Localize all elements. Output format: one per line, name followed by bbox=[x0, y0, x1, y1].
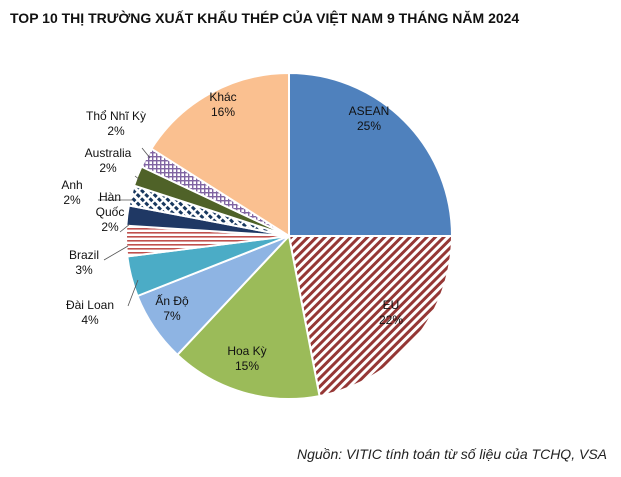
leader-line-han-quoc bbox=[119, 223, 131, 233]
slice-hoa-ky bbox=[176, 233, 321, 400]
leader-line-brazil bbox=[103, 245, 129, 261]
slice-label-tho-nhi-ky: Thổ Nhĩ Kỳ 2% bbox=[86, 109, 146, 138]
leader-line-tho-nhi-ky bbox=[141, 147, 151, 159]
slice-label-australia: Australia 2% bbox=[85, 146, 132, 175]
leader-line-australia bbox=[134, 175, 141, 181]
slice-label-khac: Khác 16% bbox=[209, 90, 236, 119]
source-note: Nguồn: VITIC tính toán từ số liệu của TC… bbox=[296, 446, 607, 462]
slice-label-han-quoc: Hàn Quốc 2% bbox=[96, 190, 125, 234]
slice-khac bbox=[149, 71, 290, 238]
slice-label-anh: Anh 2% bbox=[61, 178, 82, 207]
slice-label-dai-loan: Đài Loan 4% bbox=[66, 298, 114, 327]
slice-eu bbox=[287, 235, 454, 398]
slice-label-hoa-ky: Hoa Kỳ 15% bbox=[227, 344, 266, 373]
slice-asean bbox=[288, 71, 454, 237]
leader-line-dai-loan bbox=[127, 279, 139, 307]
slice-label-eu: EU 22% bbox=[379, 298, 403, 327]
chart-title: TOP 10 THỊ TRƯỜNG XUẤT KHẨU THÉP CỦA VIỆ… bbox=[10, 10, 520, 26]
slice-label-an-do: Ấn Độ 7% bbox=[155, 293, 189, 323]
slice-label-asean: ASEAN 25% bbox=[349, 104, 390, 133]
slice-label-brazil: Brazil 3% bbox=[69, 248, 99, 277]
